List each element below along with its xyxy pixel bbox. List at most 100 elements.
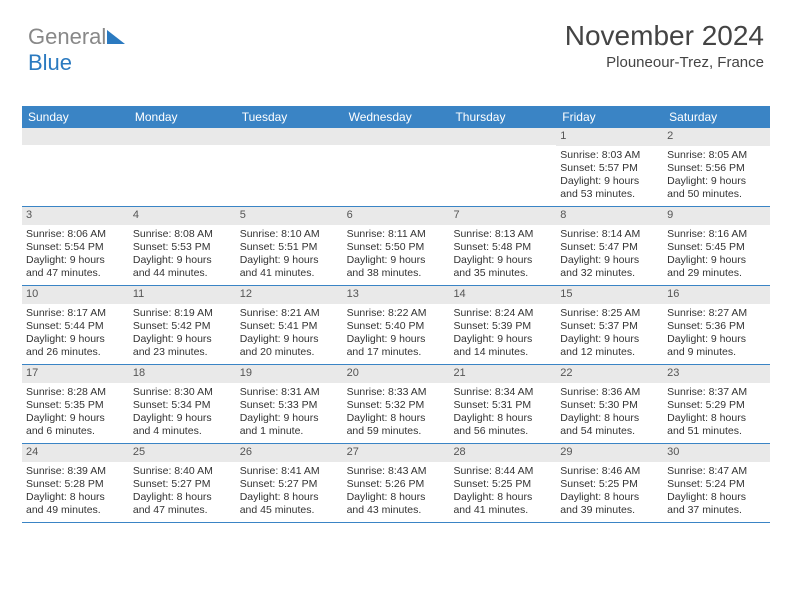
- sunset-text: Sunset: 5:41 PM: [240, 320, 339, 333]
- day-number: 17: [22, 365, 129, 383]
- sunset-text: Sunset: 5:27 PM: [240, 478, 339, 491]
- logo-triangle-icon: [107, 30, 125, 44]
- day-cell: 14Sunrise: 8:24 AMSunset: 5:39 PMDayligh…: [449, 286, 556, 364]
- daylight-text: Daylight: 9 hours and 20 minutes.: [240, 333, 339, 359]
- sunset-text: Sunset: 5:57 PM: [560, 162, 659, 175]
- daylight-text: Daylight: 9 hours and 50 minutes.: [667, 175, 766, 201]
- sunrise-text: Sunrise: 8:21 AM: [240, 307, 339, 320]
- sunset-text: Sunset: 5:42 PM: [133, 320, 232, 333]
- day-number: 15: [556, 286, 663, 304]
- day-number: 10: [22, 286, 129, 304]
- daylight-text: Daylight: 8 hours and 43 minutes.: [347, 491, 446, 517]
- day-number: 21: [449, 365, 556, 383]
- sunset-text: Sunset: 5:25 PM: [453, 478, 552, 491]
- sunrise-text: Sunrise: 8:16 AM: [667, 228, 766, 241]
- day-number: 5: [236, 207, 343, 225]
- week-row: 17Sunrise: 8:28 AMSunset: 5:35 PMDayligh…: [22, 365, 770, 444]
- month-title: November 2024: [565, 20, 764, 52]
- day-number: 27: [343, 444, 450, 462]
- day-cell: 30 Sunrise: 8:47 AMSunset: 5:24 PMDayligh…: [663, 444, 770, 522]
- sunset-text: Sunset: 5:44 PM: [26, 320, 125, 333]
- daylight-text: Daylight: 9 hours and 23 minutes.: [133, 333, 232, 359]
- day-header: Tuesday: [236, 106, 343, 128]
- week-row: 24Sunrise: 8:39 AMSunset: 5:28 PMDayligh…: [22, 444, 770, 523]
- day-header: Friday: [556, 106, 663, 128]
- daylight-text: Daylight: 8 hours and 41 minutes.: [453, 491, 552, 517]
- day-cell: 11Sunrise: 8:19 AMSunset: 5:42 PMDayligh…: [129, 286, 236, 364]
- daylight-text: Daylight: 9 hours and 47 minutes.: [26, 254, 125, 280]
- sunrise-text: Sunrise: 8:19 AM: [133, 307, 232, 320]
- sunset-text: Sunset: 5:31 PM: [453, 399, 552, 412]
- sunrise-text: Sunrise: 8:40 AM: [133, 465, 232, 478]
- sunrise-text: Sunrise: 8:30 AM: [133, 386, 232, 399]
- sunrise-text: Sunrise: 8:22 AM: [347, 307, 446, 320]
- daylight-text: Daylight: 8 hours and 37 minutes.: [667, 491, 766, 517]
- day-cell: 5Sunrise: 8:10 AMSunset: 5:51 PMDaylight…: [236, 207, 343, 285]
- week-row: 10Sunrise: 8:17 AMSunset: 5:44 PMDayligh…: [22, 286, 770, 365]
- day-number: 30: [663, 444, 770, 462]
- daylight-text: Daylight: 8 hours and 39 minutes.: [560, 491, 659, 517]
- location-subtitle: Plouneour-Trez, France: [565, 54, 764, 71]
- sunrise-text: Sunrise: 8:37 AM: [667, 386, 766, 399]
- day-number: 4: [129, 207, 236, 225]
- sunrise-text: Sunrise: 8:05 AM: [667, 149, 766, 162]
- sunrise-text: Sunrise: 8:41 AM: [240, 465, 339, 478]
- day-cell: 17Sunrise: 8:28 AMSunset: 5:35 PMDayligh…: [22, 365, 129, 443]
- day-header-row: SundayMondayTuesdayWednesdayThursdayFrid…: [22, 106, 770, 128]
- sunset-text: Sunset: 5:39 PM: [453, 320, 552, 333]
- logo: General Blue: [28, 24, 125, 76]
- title-block: November 2024 Plouneour-Trez, France: [565, 20, 764, 71]
- day-cell: 24Sunrise: 8:39 AMSunset: 5:28 PMDayligh…: [22, 444, 129, 522]
- day-cell: 1Sunrise: 8:03 AMSunset: 5:57 PMDaylight…: [556, 128, 663, 206]
- daylight-text: Daylight: 9 hours and 26 minutes.: [26, 333, 125, 359]
- day-cell: 23Sunrise: 8:37 AMSunset: 5:29 PMDayligh…: [663, 365, 770, 443]
- sunset-text: Sunset: 5:37 PM: [560, 320, 659, 333]
- day-cell: 21Sunrise: 8:34 AMSunset: 5:31 PMDayligh…: [449, 365, 556, 443]
- daylight-text: Daylight: 8 hours and 47 minutes.: [133, 491, 232, 517]
- day-cell: 22Sunrise: 8:36 AMSunset: 5:30 PMDayligh…: [556, 365, 663, 443]
- daylight-text: Daylight: 9 hours and 41 minutes.: [240, 254, 339, 280]
- day-cell: [343, 128, 450, 206]
- day-cell: 2 Sunrise: 8:05 AMSunset: 5:56 PMDaylight…: [663, 128, 770, 206]
- empty-day-bar: [449, 128, 556, 145]
- sunrise-text: Sunrise: 8:43 AM: [347, 465, 446, 478]
- day-number: 26: [236, 444, 343, 462]
- sunset-text: Sunset: 5:47 PM: [560, 241, 659, 254]
- day-cell: [22, 128, 129, 206]
- daylight-text: Daylight: 8 hours and 45 minutes.: [240, 491, 339, 517]
- day-cell: 20Sunrise: 8:33 AMSunset: 5:32 PMDayligh…: [343, 365, 450, 443]
- daylight-text: Daylight: 9 hours and 9 minutes.: [667, 333, 766, 359]
- day-cell: 29Sunrise: 8:46 AMSunset: 5:25 PMDayligh…: [556, 444, 663, 522]
- empty-day-bar: [129, 128, 236, 145]
- day-number: 28: [449, 444, 556, 462]
- sunset-text: Sunset: 5:50 PM: [347, 241, 446, 254]
- sunset-text: Sunset: 5:48 PM: [453, 241, 552, 254]
- day-header: Wednesday: [343, 106, 450, 128]
- sunset-text: Sunset: 5:36 PM: [667, 320, 766, 333]
- sunset-text: Sunset: 5:54 PM: [26, 241, 125, 254]
- sunrise-text: Sunrise: 8:31 AM: [240, 386, 339, 399]
- day-number: 2: [663, 128, 770, 146]
- sunset-text: Sunset: 5:33 PM: [240, 399, 339, 412]
- sunset-text: Sunset: 5:56 PM: [667, 162, 766, 175]
- daylight-text: Daylight: 9 hours and 29 minutes.: [667, 254, 766, 280]
- day-number: 25: [129, 444, 236, 462]
- sunrise-text: Sunrise: 8:47 AM: [667, 465, 766, 478]
- day-number: 29: [556, 444, 663, 462]
- sunrise-text: Sunrise: 8:46 AM: [560, 465, 659, 478]
- sunrise-text: Sunrise: 8:11 AM: [347, 228, 446, 241]
- day-number: 20: [343, 365, 450, 383]
- sunrise-text: Sunrise: 8:28 AM: [26, 386, 125, 399]
- day-header: Monday: [129, 106, 236, 128]
- day-cell: 9Sunrise: 8:16 AMSunset: 5:45 PMDaylight…: [663, 207, 770, 285]
- sunset-text: Sunset: 5:53 PM: [133, 241, 232, 254]
- sunrise-text: Sunrise: 8:08 AM: [133, 228, 232, 241]
- week-row: 1Sunrise: 8:03 AMSunset: 5:57 PMDaylight…: [22, 128, 770, 207]
- day-number: 18: [129, 365, 236, 383]
- day-cell: 7Sunrise: 8:13 AMSunset: 5:48 PMDaylight…: [449, 207, 556, 285]
- sunrise-text: Sunrise: 8:44 AM: [453, 465, 552, 478]
- day-cell: 28 Sunrise: 8:44 AMSunset: 5:25 PMDayligh…: [449, 444, 556, 522]
- sunset-text: Sunset: 5:24 PM: [667, 478, 766, 491]
- day-cell: 4Sunrise: 8:08 AMSunset: 5:53 PMDaylight…: [129, 207, 236, 285]
- daylight-text: Daylight: 9 hours and 38 minutes.: [347, 254, 446, 280]
